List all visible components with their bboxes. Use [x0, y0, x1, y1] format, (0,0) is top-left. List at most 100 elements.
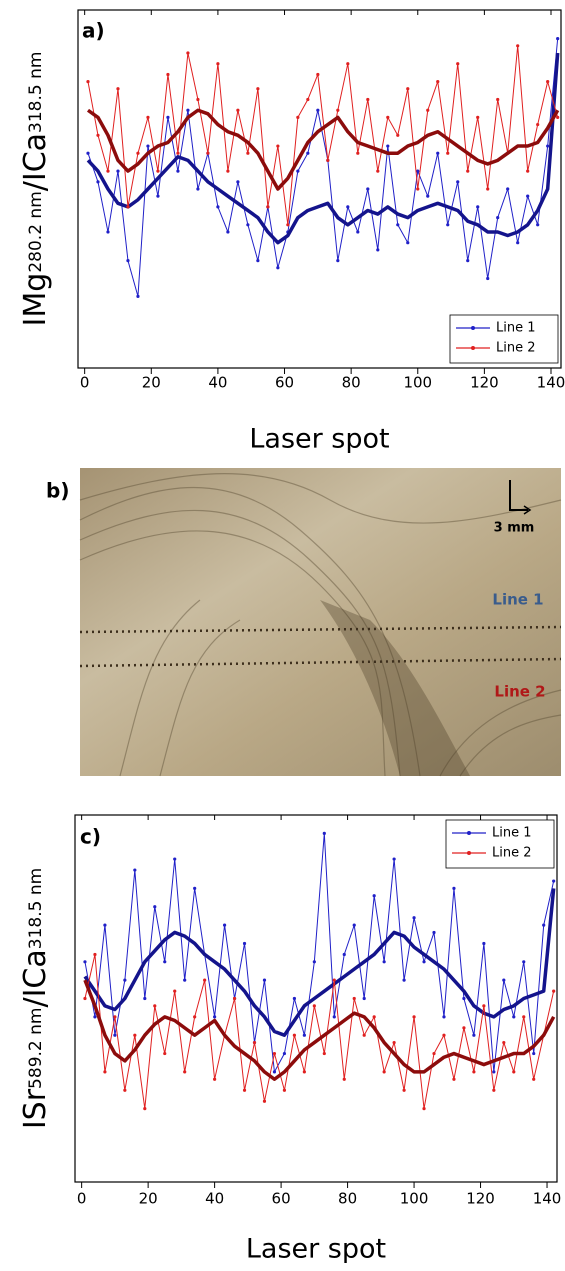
- point: [96, 134, 99, 137]
- point: [153, 905, 156, 908]
- point: [246, 152, 249, 155]
- point: [363, 1034, 366, 1037]
- point: [306, 98, 309, 101]
- point: [256, 259, 259, 262]
- point: [116, 87, 119, 90]
- point: [556, 116, 559, 119]
- point: [213, 1015, 216, 1018]
- point: [313, 960, 316, 963]
- point: [136, 152, 139, 155]
- point: [166, 73, 169, 76]
- point: [273, 1070, 276, 1073]
- point: [113, 1034, 116, 1037]
- point: [422, 1107, 425, 1110]
- x-tick-label: 20: [139, 1190, 158, 1208]
- point: [363, 997, 366, 1000]
- point: [106, 230, 109, 233]
- point: [256, 87, 259, 90]
- point: [243, 942, 246, 945]
- point: [126, 259, 129, 262]
- x-tick-label: 0: [77, 1190, 87, 1208]
- point: [546, 80, 549, 83]
- point: [412, 1015, 415, 1018]
- point: [213, 1078, 216, 1081]
- point: [482, 1004, 485, 1007]
- point: [156, 170, 159, 173]
- point: [293, 997, 296, 1000]
- y-label-part: 318.5 nm: [26, 52, 46, 133]
- point: [472, 1034, 475, 1037]
- point: [402, 1089, 405, 1092]
- point: [353, 924, 356, 927]
- point: [346, 205, 349, 208]
- point: [383, 960, 386, 963]
- point: [143, 997, 146, 1000]
- point: [336, 109, 339, 112]
- point: [456, 180, 459, 183]
- point: [446, 152, 449, 155]
- point: [133, 868, 136, 871]
- point: [476, 116, 479, 119]
- point: [376, 170, 379, 173]
- point: [462, 997, 465, 1000]
- point: [83, 960, 86, 963]
- point: [402, 979, 405, 982]
- point: [253, 1041, 256, 1044]
- point: [412, 916, 415, 919]
- point: [353, 997, 356, 1000]
- point: [286, 223, 289, 226]
- point: [432, 931, 435, 934]
- panel-label: b): [46, 479, 69, 503]
- point: [173, 990, 176, 993]
- point: [176, 170, 179, 173]
- point: [153, 1004, 156, 1007]
- point: [123, 979, 126, 982]
- point: [303, 1070, 306, 1073]
- x-tick-label: 40: [208, 374, 227, 392]
- point: [296, 170, 299, 173]
- line-label: Line 1: [492, 591, 543, 609]
- point: [456, 62, 459, 65]
- point: [163, 960, 166, 963]
- point: [176, 152, 179, 155]
- point: [186, 109, 189, 112]
- legend-marker: [467, 851, 471, 855]
- point: [196, 98, 199, 101]
- panel-label: a): [82, 19, 105, 43]
- point: [496, 98, 499, 101]
- legend-label: Line 1: [496, 321, 536, 336]
- point: [113, 1015, 116, 1018]
- point: [442, 1034, 445, 1037]
- legend-label: Line 2: [496, 341, 536, 356]
- point: [196, 187, 199, 190]
- point: [373, 894, 376, 897]
- point: [532, 1078, 535, 1081]
- point: [436, 152, 439, 155]
- x-tick-label: 120: [466, 1190, 495, 1208]
- point: [476, 205, 479, 208]
- point: [116, 170, 119, 173]
- point: [432, 1052, 435, 1055]
- point: [502, 1041, 505, 1044]
- point: [226, 230, 229, 233]
- scale-label: 3 mm: [494, 521, 535, 536]
- x-axis-label: Laser spot: [246, 1234, 386, 1265]
- point: [502, 979, 505, 982]
- x-tick-label: 140: [533, 1190, 562, 1208]
- y-label-part: IMg: [18, 273, 53, 327]
- point: [86, 80, 89, 83]
- point: [283, 1052, 286, 1055]
- y-axis-label: IMg280.2 nm/ICa318.5 nm: [18, 52, 53, 327]
- point: [406, 241, 409, 244]
- point: [263, 979, 266, 982]
- y-label-part: /ICa: [18, 133, 53, 191]
- point: [373, 1015, 376, 1018]
- legend-marker: [471, 346, 475, 350]
- point: [336, 259, 339, 262]
- y-label-part: 318.5 nm: [26, 868, 46, 949]
- point: [313, 1004, 316, 1007]
- point: [293, 1034, 296, 1037]
- point: [146, 144, 149, 147]
- point: [316, 109, 319, 112]
- point: [452, 887, 455, 890]
